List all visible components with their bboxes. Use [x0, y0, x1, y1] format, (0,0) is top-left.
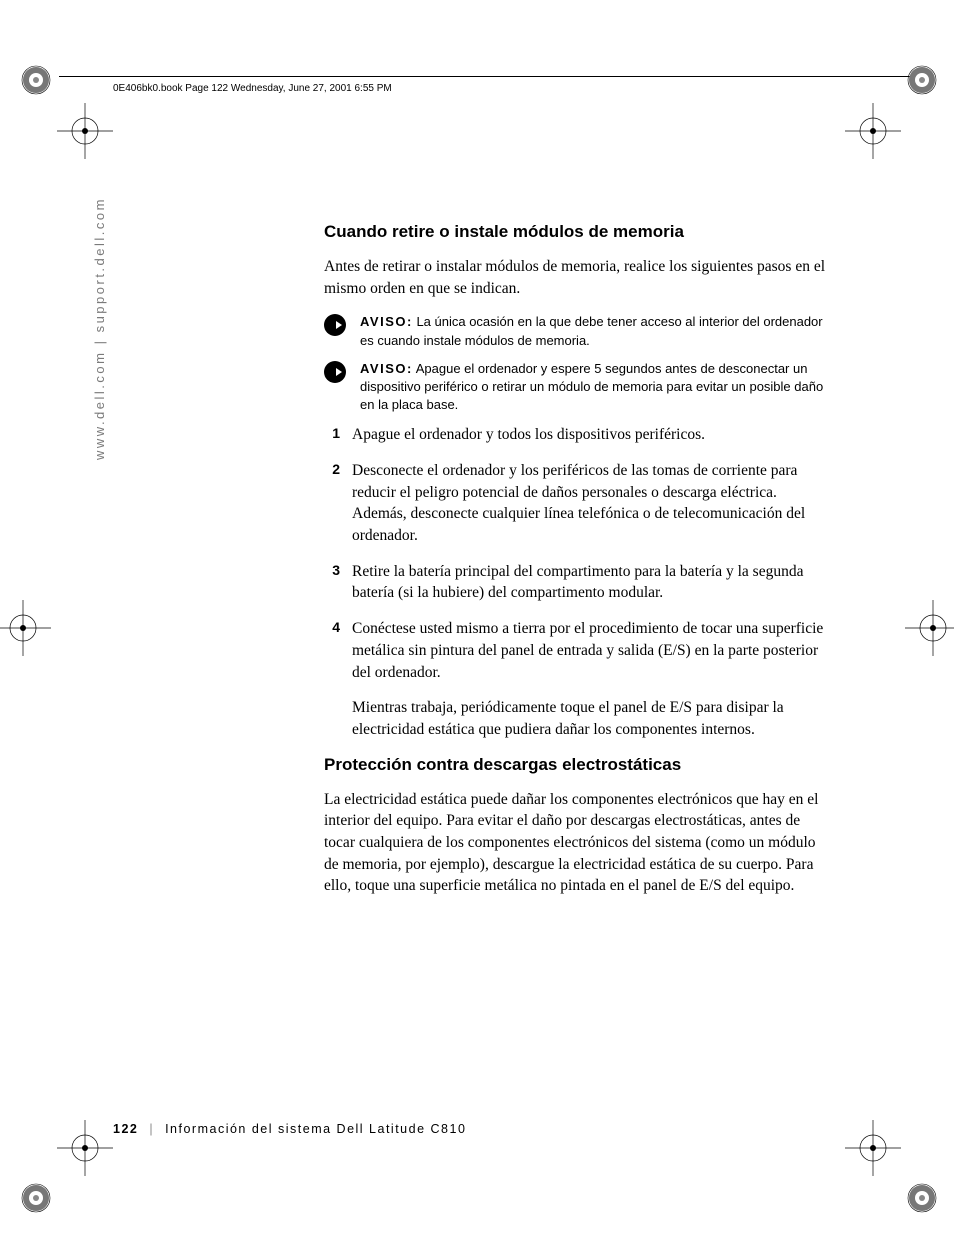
- crop-mark-icon: [16, 60, 56, 100]
- list-text: Apague el ordenador y todos los disposit…: [352, 424, 705, 446]
- list-text: Desconecte el ordenador y los periférico…: [352, 460, 834, 547]
- numbered-list: 1 Apague el ordenador y todos los dispos…: [324, 424, 834, 740]
- crop-mark-icon: [845, 1120, 901, 1176]
- crop-mark-icon: [845, 103, 901, 159]
- header-filename: 0E406bk0.book Page 122 Wednesday, June 2…: [113, 83, 392, 94]
- list-text: Retire la batería principal del comparti…: [352, 561, 834, 604]
- aviso-body: Apague el ordenador y espere 5 segundos …: [360, 361, 823, 412]
- footer-separator: |: [149, 1122, 154, 1136]
- aviso-label: AVISO:: [360, 314, 413, 329]
- crop-mark-icon: [16, 1178, 56, 1218]
- header-rule: [59, 76, 919, 77]
- list-item: 3 Retire la batería principal del compar…: [324, 561, 834, 604]
- crop-mark-icon: [905, 600, 954, 656]
- list-number: 4: [324, 618, 352, 635]
- list-item: 2 Desconecte el ordenador y los periféri…: [324, 460, 834, 547]
- crop-mark-icon: [0, 600, 51, 656]
- page-number: 122: [113, 1122, 138, 1136]
- page-footer: 122 | Información del sistema Dell Latit…: [113, 1122, 466, 1136]
- list-item: 1 Apague el ordenador y todos los dispos…: [324, 424, 834, 446]
- list-text: Conéctese usted mismo a tierra por el pr…: [352, 618, 834, 683]
- aviso-body: La única ocasión en la que debe tener ac…: [360, 314, 823, 347]
- crop-mark-icon: [57, 1120, 113, 1176]
- esd-paragraph: La electricidad estática puede dañar los…: [324, 789, 834, 897]
- list-item: 4 Conéctese usted mismo a tierra por el …: [324, 618, 834, 683]
- crop-mark-icon: [902, 1178, 942, 1218]
- aviso-block: AVISO: Apague el ordenador y espere 5 se…: [324, 360, 834, 415]
- notice-arrow-icon: [324, 314, 346, 336]
- aviso-text: AVISO: Apague el ordenador y espere 5 se…: [360, 360, 834, 415]
- crop-mark-icon: [57, 103, 113, 159]
- aviso-block: AVISO: La única ocasión en la que debe t…: [324, 313, 834, 349]
- footer-title: Información del sistema Dell Latitude C8…: [165, 1122, 466, 1136]
- list-number: 3: [324, 561, 352, 578]
- list-followup: Mientras trabaja, periódicamente toque e…: [352, 697, 834, 740]
- intro-paragraph: Antes de retirar o instalar módulos de m…: [324, 256, 834, 299]
- list-number: 2: [324, 460, 352, 477]
- side-url: www.dell.com | support.dell.com: [92, 197, 107, 460]
- notice-arrow-icon: [324, 361, 346, 383]
- page-content: Cuando retire o instale módulos de memor…: [324, 222, 834, 911]
- crop-mark-icon: [902, 60, 942, 100]
- aviso-label: AVISO:: [360, 361, 413, 376]
- aviso-text: AVISO: La única ocasión en la que debe t…: [360, 313, 834, 349]
- section-heading-esd: Protección contra descargas electrostáti…: [324, 755, 834, 775]
- section-heading-memory: Cuando retire o instale módulos de memor…: [324, 222, 834, 242]
- list-number: 1: [324, 424, 352, 441]
